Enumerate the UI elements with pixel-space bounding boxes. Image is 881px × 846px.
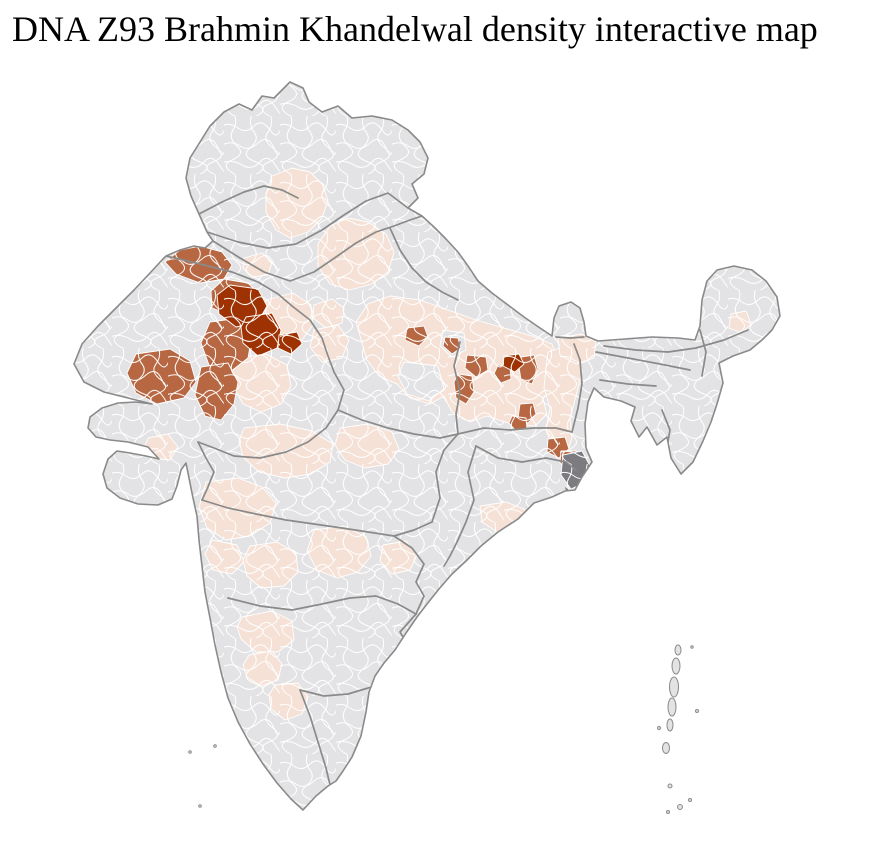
island[interactable] bbox=[674, 644, 682, 656]
state-border bbox=[603, 329, 749, 353]
state-border bbox=[165, 255, 293, 307]
island[interactable] bbox=[690, 645, 694, 649]
state-border bbox=[198, 185, 299, 215]
state-border bbox=[599, 379, 657, 387]
state-border bbox=[475, 445, 577, 471]
state-border bbox=[197, 441, 215, 501]
state-border bbox=[206, 192, 409, 249]
island[interactable] bbox=[198, 804, 202, 808]
island[interactable] bbox=[667, 783, 673, 789]
state-border bbox=[291, 305, 335, 373]
island[interactable] bbox=[666, 810, 670, 814]
india-coastline bbox=[73, 81, 781, 811]
page-title: DNA Z93 Brahmin Khandelwal density inter… bbox=[12, 9, 818, 49]
island[interactable] bbox=[666, 718, 674, 732]
state-border bbox=[393, 535, 425, 615]
andaman-nicobar-islands[interactable] bbox=[657, 644, 699, 814]
island[interactable] bbox=[657, 726, 661, 730]
state-border bbox=[201, 499, 433, 537]
island[interactable] bbox=[688, 798, 692, 802]
state-border bbox=[571, 343, 583, 433]
state-border bbox=[595, 351, 691, 371]
state-border bbox=[431, 433, 459, 523]
island[interactable] bbox=[671, 657, 681, 675]
state-border bbox=[443, 445, 477, 567]
state-border bbox=[389, 227, 459, 301]
state-border bbox=[453, 341, 461, 435]
state-border bbox=[555, 336, 585, 339]
state-border bbox=[212, 215, 423, 282]
state-border bbox=[699, 329, 707, 377]
state-border bbox=[299, 689, 332, 790]
state-border bbox=[197, 371, 345, 459]
island[interactable] bbox=[695, 709, 699, 713]
island[interactable] bbox=[213, 744, 217, 748]
lakshadweep-islands[interactable] bbox=[188, 744, 217, 808]
state-border bbox=[227, 595, 417, 615]
island[interactable] bbox=[677, 804, 683, 810]
island[interactable] bbox=[667, 697, 677, 717]
island[interactable] bbox=[662, 742, 670, 754]
delta-region bbox=[577, 489, 586, 500]
island[interactable] bbox=[188, 750, 192, 754]
island[interactable] bbox=[669, 676, 679, 698]
